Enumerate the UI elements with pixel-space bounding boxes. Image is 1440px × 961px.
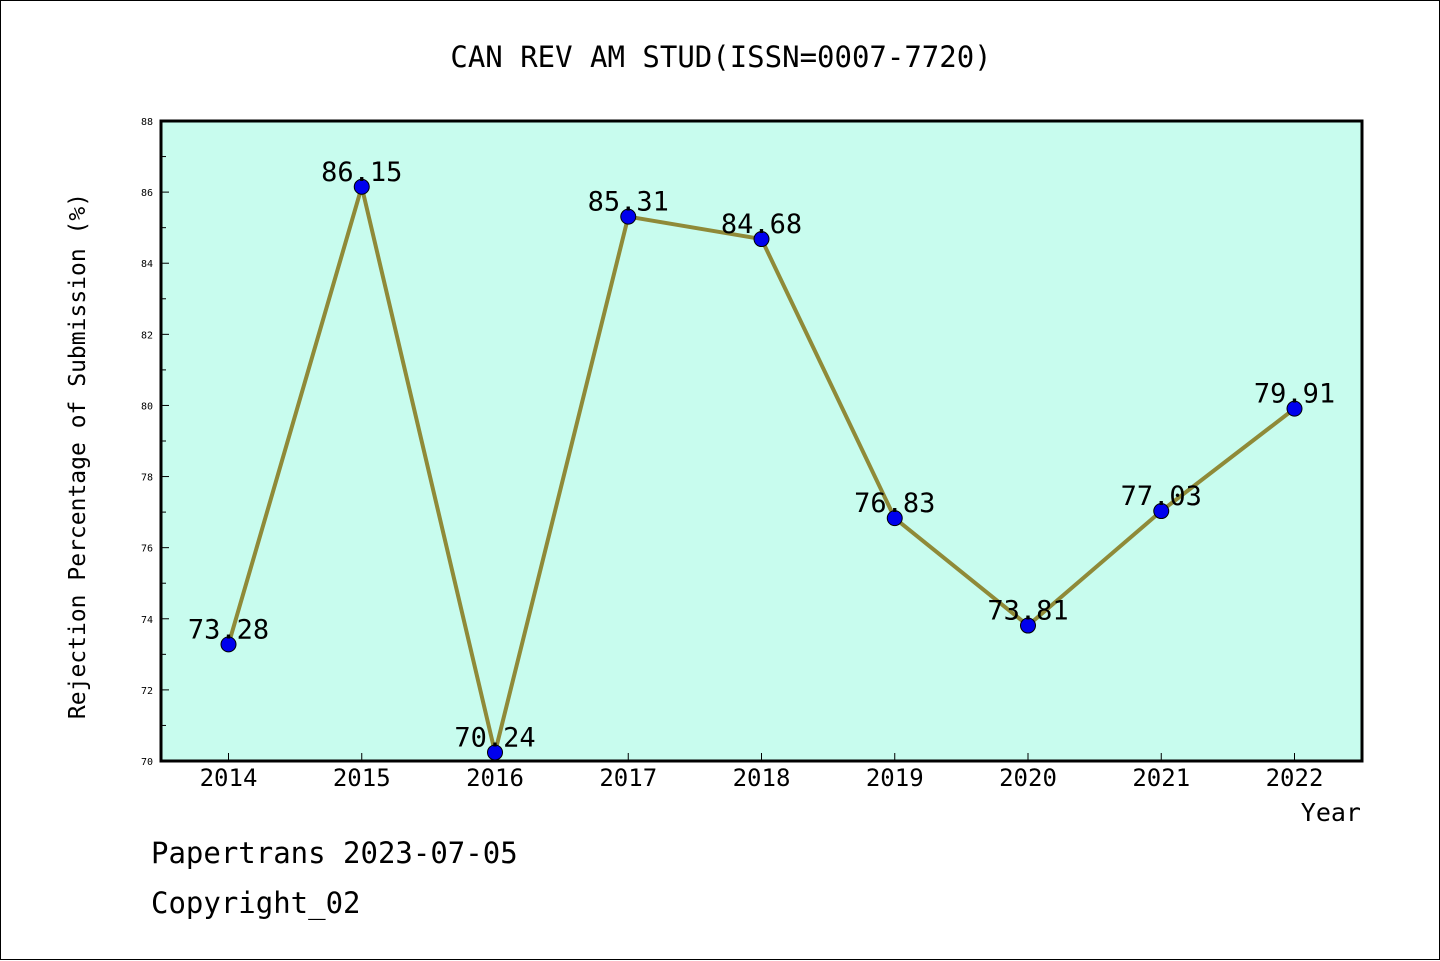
data-label: 84.68 xyxy=(721,209,802,240)
data-label: 73.81 xyxy=(987,596,1068,627)
chart-title: CAN REV AM STUD(ISSN=0007-7720) xyxy=(450,40,991,74)
y-tick-label: 84 xyxy=(141,259,153,270)
y-tick-label: 76 xyxy=(141,544,153,555)
x-axis-label: Year xyxy=(1301,798,1361,827)
x-tick-label: 2021 xyxy=(1132,764,1190,792)
data-label: 85.31 xyxy=(588,187,669,218)
x-tick-label: 2019 xyxy=(866,764,924,792)
x-tick-label: 2017 xyxy=(599,764,657,792)
plot-border xyxy=(159,119,1364,763)
data-point xyxy=(1153,503,1170,520)
x-tick-label: 2015 xyxy=(333,764,391,792)
data-label: 86.15 xyxy=(321,157,402,188)
data-label: 79.91 xyxy=(1254,379,1335,410)
y-tick-label: 88 xyxy=(141,117,153,128)
data-label: 73.28 xyxy=(188,614,269,645)
data-point xyxy=(353,178,370,195)
series-markers xyxy=(220,178,1303,761)
data-labels: 73.28 86.15 70.24 85.31 84.68 76.83 73.81 77.03… xyxy=(188,157,1335,754)
data-label: 70.24 xyxy=(454,722,535,753)
x-tick-label: 2018 xyxy=(733,764,791,792)
x-tick-label: 2022 xyxy=(1266,764,1324,792)
data-point xyxy=(620,208,637,225)
data-point xyxy=(1020,617,1036,634)
data-point xyxy=(1286,400,1303,417)
footer-copyright-text: Copyright_02 xyxy=(151,886,361,920)
y-tick-label: 70 xyxy=(141,757,153,768)
footer-date-text: Papertrans 2023-07-05 xyxy=(151,836,518,870)
data-point xyxy=(753,231,770,248)
x-tick-label: 2020 xyxy=(999,764,1057,792)
y-axis-label: Rejection Percentage of Submission (%) xyxy=(65,193,91,719)
x-axis: 2014 2015 2016 2017 2018 2019 2020 2021 2022 xyxy=(200,753,1324,792)
y-tick-label: 86 xyxy=(141,188,153,199)
plot-area xyxy=(161,121,1362,761)
y-tick-label: 78 xyxy=(141,473,153,484)
y-tick-label: 82 xyxy=(141,330,153,341)
data-label: 76.83 xyxy=(854,488,935,519)
y-tick-label: 80 xyxy=(141,401,153,412)
y-tick-label: 74 xyxy=(141,615,153,626)
data-point xyxy=(220,636,237,653)
y-tick-label: 72 xyxy=(141,686,153,697)
x-tick-label: 2016 xyxy=(466,764,524,792)
data-label: 77.03 xyxy=(1121,481,1202,512)
data-point xyxy=(886,510,903,527)
x-tick-label: 2014 xyxy=(200,764,258,792)
